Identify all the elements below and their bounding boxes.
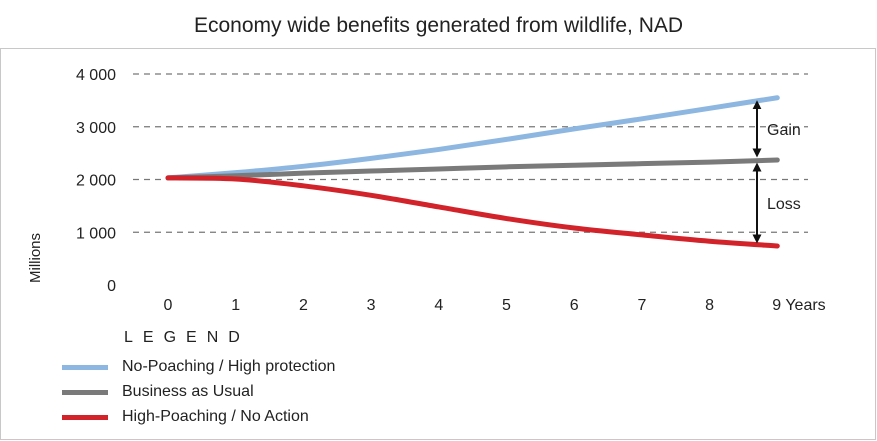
x-tick-label: 9 Years [772,297,825,314]
series-line [165,157,780,181]
annotation-label: Gain [767,122,801,139]
legend-label: High-Poaching / No Action [122,408,309,425]
legend-label: Business as Usual [122,383,254,400]
x-tick-label: 1 [231,297,240,314]
x-tick-label: 2 [299,297,308,314]
y-tick-label: 1 000 [76,225,116,242]
x-tick-label: 4 [434,297,443,314]
series-line [165,95,780,181]
y-tick-label: 3 000 [76,120,116,137]
legend-item: No-Poaching / High protection [62,356,335,378]
annotation-label: Loss [767,196,801,213]
x-tick-label: 7 [637,297,646,314]
legend-item: High-Poaching / No Action [62,406,309,428]
y-axis-label: Millions [27,233,44,283]
legend-swatch [62,389,108,395]
legend-item: Business as Usual [62,381,254,403]
y-tick-label: 4 000 [76,67,116,84]
legend-swatch [62,364,108,370]
legend-title: LEGEND [124,329,250,346]
legend-label: No-Poaching / High protection [122,358,336,375]
legend-swatch [62,414,108,420]
series-line [165,175,780,249]
x-tick-label: 6 [570,297,579,314]
x-tick-label: 0 [164,297,173,314]
x-tick-label: 8 [705,297,714,314]
chart-title: Economy wide benefits generated from wil… [193,14,684,37]
y-tick-label: 0 [107,278,116,295]
x-tick-label: 5 [502,297,511,314]
x-tick-label: 3 [367,297,376,314]
y-tick-label: 2 000 [76,173,116,190]
